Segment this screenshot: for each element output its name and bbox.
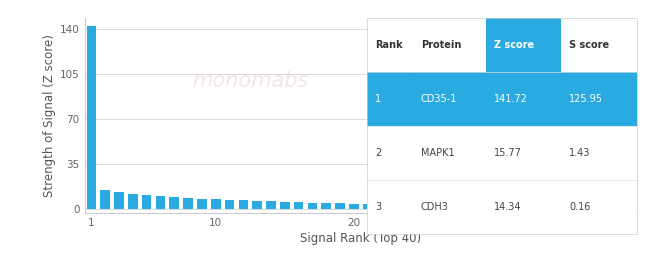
Bar — [142, 195, 151, 209]
Bar — [128, 194, 138, 209]
Bar — [86, 26, 96, 209]
Bar — [211, 199, 220, 209]
Bar — [239, 200, 248, 209]
Bar — [528, 207, 538, 209]
Bar — [501, 207, 511, 209]
Text: S score: S score — [569, 40, 610, 50]
Bar — [391, 205, 400, 209]
Text: 0.16: 0.16 — [569, 202, 591, 212]
Bar — [432, 206, 441, 209]
Bar — [487, 207, 497, 209]
Text: Z score: Z score — [494, 40, 534, 50]
Text: Protein: Protein — [421, 40, 461, 50]
Bar — [584, 208, 593, 209]
Bar — [556, 208, 566, 209]
Bar — [335, 203, 345, 209]
Bar — [570, 208, 580, 209]
Bar — [376, 204, 386, 209]
Text: 2: 2 — [375, 148, 382, 158]
Bar — [418, 205, 428, 209]
Bar — [294, 202, 304, 209]
Bar — [266, 202, 276, 209]
Bar — [252, 201, 262, 209]
Bar — [321, 203, 331, 209]
Text: 141.72: 141.72 — [494, 94, 528, 104]
Bar — [170, 197, 179, 209]
Text: 1.43: 1.43 — [569, 148, 591, 158]
Bar — [363, 204, 372, 209]
Bar — [280, 202, 290, 209]
Bar — [473, 206, 483, 209]
Text: 125.95: 125.95 — [569, 94, 603, 104]
Text: 3: 3 — [375, 202, 381, 212]
Text: 14.34: 14.34 — [494, 202, 521, 212]
Bar — [446, 206, 456, 209]
Bar — [597, 208, 607, 209]
Text: CDH3: CDH3 — [421, 202, 448, 212]
Bar — [404, 205, 414, 209]
Bar — [197, 199, 207, 209]
Bar — [155, 196, 165, 209]
Bar — [515, 207, 525, 209]
Text: CD35-1: CD35-1 — [421, 94, 458, 104]
Text: Rank: Rank — [375, 40, 402, 50]
Text: MAPK1: MAPK1 — [421, 148, 454, 158]
Y-axis label: Strength of Signal (Z score): Strength of Signal (Z score) — [43, 34, 56, 197]
Bar — [460, 206, 469, 209]
Bar — [307, 203, 317, 209]
Text: 1: 1 — [375, 94, 381, 104]
X-axis label: Signal Rank (Top 40): Signal Rank (Top 40) — [300, 232, 421, 245]
Bar — [542, 207, 552, 209]
Text: monomabs: monomabs — [192, 71, 309, 90]
Bar — [225, 200, 235, 209]
Bar — [183, 198, 193, 209]
Bar — [349, 204, 359, 209]
Bar — [100, 190, 110, 209]
Text: 15.77: 15.77 — [494, 148, 521, 158]
Bar — [114, 192, 124, 209]
